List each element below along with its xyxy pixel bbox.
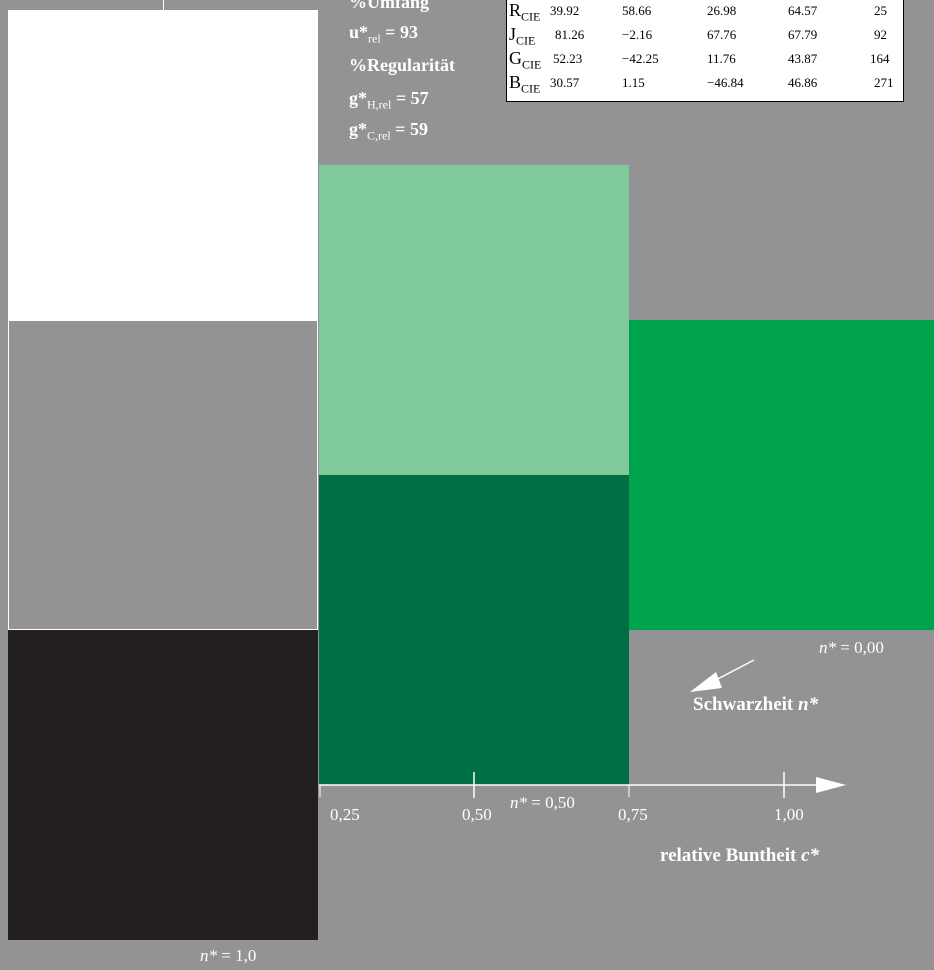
cell-v3: 67.76 [707, 27, 737, 42]
n-label-000: n* = 0,00 [819, 638, 884, 657]
cell-v2: 58.66 [622, 3, 652, 18]
n-label-050: n* = 0,50 [510, 793, 575, 812]
cell-v1: 30.57 [550, 75, 580, 90]
n-arrow-line [711, 659, 755, 683]
dark-green-swatch [319, 475, 629, 785]
cell-v5: 25 [874, 3, 887, 18]
u-rel-stat: u*rel = 93 [349, 22, 418, 46]
c-axis-title: relative Buntheit c* [660, 845, 820, 866]
u-rel-value: 93 [399, 22, 418, 42]
tick-label-075: 0,75 [618, 805, 648, 824]
cell-v5: 164 [870, 51, 890, 66]
cell-v1: 81.26 [555, 27, 585, 42]
tick-label-100: 1,00 [774, 805, 804, 824]
white-swatch [8, 10, 318, 321]
black-swatch [8, 630, 318, 940]
cell-v3: 26.98 [707, 3, 737, 18]
cell-v4: 64.57 [788, 3, 818, 18]
g-h-rel-value: 57 [410, 88, 429, 108]
cell-v4: 67.79 [788, 27, 818, 42]
table-row: JCIE 81.26 −2.16 67.76 67.79 92 [507, 24, 903, 48]
light-green-swatch [319, 165, 629, 475]
table-row: RCIE 39.92 58.66 26.98 64.57 25 [507, 0, 903, 24]
tick-label-050: 0,50 [462, 805, 492, 824]
regularitaet-title: %Regularität [349, 55, 455, 75]
cell-v2: 1.15 [622, 75, 645, 90]
g-c-rel-value: 59 [409, 119, 428, 139]
cell-v1: 39.92 [550, 3, 580, 18]
row-label: RCIE [509, 0, 541, 24]
cell-v5: 92 [874, 27, 887, 42]
n-label-10: n* = 1,0 [200, 946, 257, 965]
cell-v5: 271 [874, 75, 894, 90]
cell-v3: −46.84 [707, 75, 744, 90]
umfang-title: %Umfang [349, 0, 429, 12]
c-axis-arrowhead [816, 777, 846, 793]
row-label: JCIE [509, 24, 536, 48]
cell-v1: 52.23 [553, 51, 583, 66]
row-label: GCIE [509, 48, 542, 72]
full-green-swatch [629, 320, 934, 630]
row-label: BCIE [509, 72, 541, 96]
tick-label-025: 0,25 [330, 805, 360, 824]
g-c-rel-stat: g*C,rel = 59 [349, 119, 428, 143]
table-row: BCIE 30.57 1.15 −46.84 46.86 271 [507, 72, 903, 96]
g-h-rel-stat: g*H,rel = 57 [349, 88, 429, 112]
n-axis-title: Schwarzheit n* [693, 694, 819, 715]
cell-v2: −2.16 [622, 27, 653, 42]
cell-v2: −42.25 [622, 51, 659, 66]
top-tick-mark [163, 0, 164, 10]
cie-table: RCIE 39.92 58.66 26.98 64.57 25 JCIE 81.… [506, 0, 904, 102]
n-arrow-head [690, 672, 722, 692]
grey-swatch [8, 320, 318, 630]
cell-v4: 43.87 [788, 51, 818, 66]
cell-v4: 46.86 [788, 75, 818, 90]
table-row: GCIE 52.23 −42.25 11.76 43.87 164 [507, 48, 903, 72]
cell-v3: 11.76 [707, 51, 736, 66]
